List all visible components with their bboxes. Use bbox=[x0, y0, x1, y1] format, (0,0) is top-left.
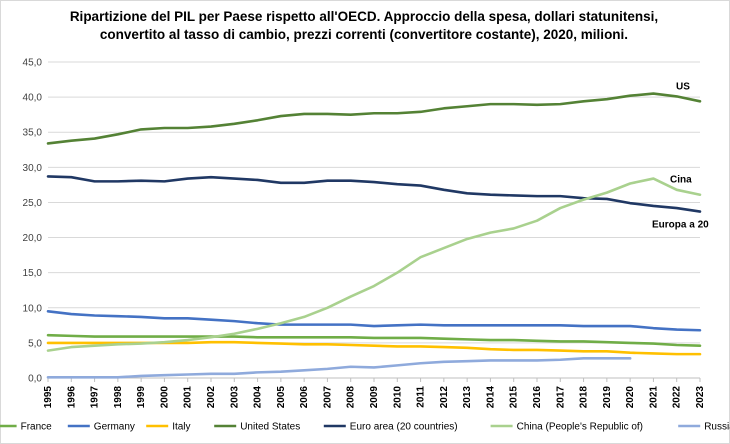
x-tick-label: 2012 bbox=[439, 386, 450, 409]
y-tick-label: 15,0 bbox=[23, 268, 43, 279]
legend-item: Euro area (20 countries) bbox=[323, 422, 458, 433]
series-lines bbox=[46, 92, 702, 379]
x-tick-label: 1995 bbox=[43, 386, 54, 409]
x-tick-label: 2008 bbox=[346, 386, 357, 409]
chart-title: Ripartizione del PIL per Paese rispetto … bbox=[0, 8, 728, 44]
annotation-label: Cina bbox=[670, 175, 692, 186]
x-tick-label: 2014 bbox=[485, 386, 496, 409]
series-line-china-people-s-republic-of bbox=[46, 177, 702, 352]
legend-label: Euro area (20 countries) bbox=[350, 422, 458, 433]
x-tick-label: 2011 bbox=[416, 386, 427, 408]
x-tick-label: 2019 bbox=[602, 386, 613, 409]
y-tick-label: 25,0 bbox=[23, 198, 43, 209]
legend-item: Russia bbox=[678, 422, 730, 433]
x-tick-label: 1998 bbox=[113, 386, 124, 409]
legend: France Germany Italy United States Euro area… bbox=[0, 422, 730, 433]
x-tick-label: 2010 bbox=[392, 386, 403, 409]
legend-item: France bbox=[0, 422, 52, 433]
legend-label: China (People's Republic of) bbox=[517, 422, 643, 433]
legend-item: Italy bbox=[146, 422, 191, 433]
y-tick-label: 5,0 bbox=[28, 338, 42, 349]
x-tick-label: 2009 bbox=[369, 386, 380, 409]
x-tick-label: 1997 bbox=[90, 386, 101, 409]
x-tick-label: 2004 bbox=[253, 386, 264, 409]
chart-title-line-1: Ripartizione del PIL per Paese rispetto … bbox=[69, 9, 659, 24]
y-tick-label: 20,0 bbox=[23, 233, 43, 244]
y-axis-ticks: 0,0 5,0 10,0 15,0 20,0 25,0 30,0 35,0 40,0 45,0 bbox=[23, 58, 43, 385]
legend-label: United States bbox=[240, 422, 300, 433]
x-tick-label: 2020 bbox=[625, 386, 636, 409]
series-line-france bbox=[46, 333, 702, 347]
x-tick-label: 2006 bbox=[299, 386, 310, 409]
y-tick-label: 10,0 bbox=[23, 303, 43, 314]
x-tick-label: 2005 bbox=[276, 386, 287, 409]
legend-item: China (People's Republic of) bbox=[490, 422, 643, 433]
x-tick-label: 2016 bbox=[532, 386, 543, 409]
x-tick-label: 2000 bbox=[159, 386, 170, 409]
x-tick-label: 2003 bbox=[229, 386, 240, 409]
gridlines bbox=[48, 61, 700, 379]
y-tick-label: 35,0 bbox=[23, 128, 43, 139]
x-tick-label: 2017 bbox=[555, 386, 566, 409]
x-tick-label: 2002 bbox=[206, 386, 217, 409]
x-tick-label: 1996 bbox=[66, 386, 77, 409]
legend-item: United States bbox=[214, 422, 300, 433]
y-tick-label: 45,0 bbox=[23, 58, 43, 69]
series-annotations: US Cina Europa a 20 bbox=[652, 81, 709, 230]
series-line-united-states bbox=[46, 92, 702, 145]
x-tick-label: 2001 bbox=[183, 386, 194, 409]
annotation-label: US bbox=[676, 81, 690, 92]
chart-title-line-2: convertito al tasso di cambio, prezzi co… bbox=[99, 27, 629, 42]
y-tick-label: 30,0 bbox=[23, 163, 43, 174]
y-tick-label: 40,0 bbox=[23, 93, 43, 104]
legend-label: Germany bbox=[94, 422, 135, 433]
y-tick-label: 0,0 bbox=[28, 374, 42, 385]
legend-label: Russia bbox=[704, 422, 730, 433]
x-tick-label: 2007 bbox=[322, 386, 333, 409]
x-tick-label: 2013 bbox=[462, 386, 473, 409]
series-line-russia bbox=[46, 357, 632, 379]
legend-item: Germany bbox=[67, 422, 135, 433]
legend-label: Italy bbox=[172, 422, 190, 433]
x-tick-label: 2023 bbox=[695, 386, 706, 409]
x-tick-label: 2015 bbox=[509, 386, 520, 409]
x-axis: 1995 1996 1997 1998 1999 2000 2001 2002 2003 2004… bbox=[43, 377, 706, 409]
annotation-label: Europa a 20 bbox=[652, 220, 709, 231]
series-line-germany bbox=[46, 309, 702, 332]
x-tick-label: 2018 bbox=[579, 386, 590, 409]
legend-label: France bbox=[21, 422, 53, 433]
x-tick-label: 2021 bbox=[648, 386, 659, 409]
x-tick-label: 1999 bbox=[136, 386, 147, 409]
x-tick-label: 2022 bbox=[672, 386, 683, 409]
